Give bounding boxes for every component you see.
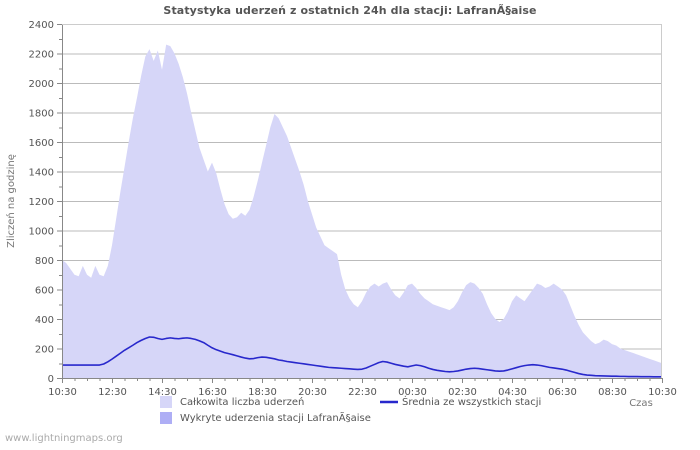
x-tick-label: 22:30 [348,387,377,398]
legend-label: Całkowita liczba uderzeń [180,396,304,408]
chart-title: Statystyka uderzeń z ostatnich 24h dla s… [163,4,537,17]
tick-label-layer: 0 200 400 600 800 1000 1200 1400 1600 1800 2000 220… [29,20,677,398]
axis-layer [57,24,663,383]
y-tick-label: 2000 [29,79,54,90]
x-tick-label: 12:30 [98,387,127,398]
x-tick-label: 10:30 [648,387,677,398]
series-layer [62,44,662,379]
x-tick-label: 14:30 [148,387,177,398]
x-tick-label: 06:30 [548,387,577,398]
legend-item[interactable]: Wykryte uderzenia stacji LafranÃ§aise [160,411,371,424]
y-tick-label: 1200 [29,197,54,208]
y-tick-label: 2400 [29,20,54,31]
x-tick-label: 04:30 [498,387,527,398]
y-tick-label: 1000 [29,227,54,238]
y-tick-label: 200 [35,345,54,356]
y-tick-label: 600 [35,286,54,297]
legend-item[interactable]: Średnia ze wszystkich stacji [380,395,541,408]
y-tick-label: 1600 [29,138,54,149]
y-tick-label: 0 [48,374,54,385]
line-average-all-stations [62,336,662,378]
x-tick-label: 00:30 [398,387,427,398]
x-tick-label: 10:30 [48,387,77,398]
legend-layer: Całkowita liczba uderzeń Średnia ze wszys… [160,395,541,424]
x-tick-label: 08:30 [598,387,627,398]
y-tick-label: 400 [35,315,54,326]
y-axis-title: Zliczeń na godzinę [5,154,17,248]
area-total-strikes [62,44,662,379]
y-tick-label: 1400 [29,168,54,179]
legend-item[interactable]: Całkowita liczba uderzeń [160,396,304,408]
y-tick-label: 1800 [29,109,54,120]
legend-swatch-box [160,412,172,424]
x-tick-label: 16:30 [198,387,227,398]
legend-label: Wykryte uderzenia stacji LafranÃ§aise [180,411,371,424]
legend-label: Średnia ze wszystkich stacji [402,395,541,408]
watermark-label: www.lightningmaps.org [5,433,123,444]
y-tick-label: 800 [35,256,54,267]
x-tick-label: 02:30 [448,387,477,398]
x-tick-label: 20:30 [298,387,327,398]
x-axis-title: Czas [629,398,653,409]
legend-swatch-box [160,396,172,408]
x-tick-label: 18:30 [248,387,277,398]
axis-title-layer: Zliczeń na godzinę Czas [5,154,653,409]
y-tick-label: 2200 [29,50,54,61]
